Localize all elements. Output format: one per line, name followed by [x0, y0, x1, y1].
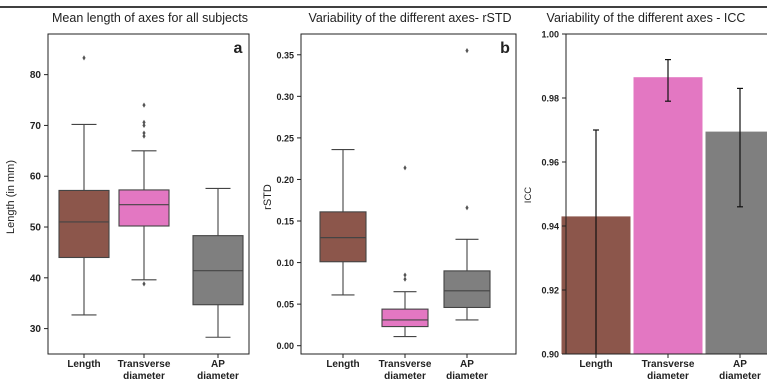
panel-c-title: Variability of the different axes - ICC	[547, 11, 746, 25]
panel-b-y-tick-label-2: 0.10	[276, 258, 294, 268]
panel-a-marks	[58, 55, 244, 338]
panel-a-y-axis-label: Length (in mm)	[5, 160, 17, 234]
panel-b-x-tick-label-line-1-0: Transverse	[379, 359, 432, 370]
panel-b-y-tick-label-6: 0.30	[276, 92, 294, 102]
panel-c-marks	[561, 58, 767, 354]
panel-a-outlier-transverse-4	[142, 119, 146, 125]
panel-c-x-tick-label-line-1-0: Transverse	[642, 359, 695, 370]
panel-a-box-transverse	[118, 189, 170, 227]
panel-c-x-tick-label-length: Length	[579, 359, 612, 370]
panel-b-x-tick-label-transverse: Transverse diameter	[379, 359, 432, 380]
panel-a-x-tick-label-line-0-0: Length	[67, 359, 100, 370]
panel-c-y-tick-label-3: 0.96	[541, 158, 559, 168]
panel-b: Variability of the different axes- rSTD …	[262, 11, 517, 380]
panel-b-y-tick-label-3: 0.15	[276, 217, 294, 227]
panel-a-y-tick-label-3: 60	[30, 172, 42, 183]
panel-c-y-tick-label-1: 0.92	[541, 286, 559, 296]
panel-c: Variability of the different axes - ICC …	[523, 11, 767, 380]
panel-b-outlier-transverse-2	[403, 165, 407, 171]
panel-b-marks	[319, 48, 491, 338]
panel-b-x-tick-label-line-1-1: diameter	[384, 371, 426, 380]
panel-a-box-length	[58, 189, 110, 259]
panel-b-y-tick-label-5: 0.25	[276, 133, 294, 143]
panel-a-y-tick-label-0: 30	[30, 324, 42, 335]
panel-b-outlier-ap-0	[465, 205, 469, 211]
panel-c-x-tick-label-line-0-0: Length	[579, 359, 612, 370]
panel-b-box-transverse	[381, 308, 429, 328]
panel-c-x-tick-label-ap: AP diameter	[719, 359, 761, 380]
panel-a-y-tick-label-2: 50	[30, 223, 42, 234]
panel-b-box-ap	[443, 270, 491, 309]
panel-b-x-tick-label-line-2-0: AP	[460, 359, 474, 370]
panel-a-outlier-transverse-0	[142, 281, 146, 287]
panel-c-y-tick-label-0: 0.90	[541, 350, 559, 360]
panel-a-x-tick-label-ap: AP diameter	[197, 359, 239, 380]
panel-b-y-tick-label-7: 0.35	[276, 50, 294, 60]
panel-a-y-tick-label-5: 80	[30, 70, 42, 81]
panel-a-x-tick-label-length: Length	[67, 359, 100, 370]
panel-a-axes-frame	[47, 33, 250, 355]
panel-b-y-tick-label-1: 0.05	[276, 300, 294, 310]
panel-c-bar-ap	[705, 131, 767, 354]
panel-a-x-tick-label-line-2-0: AP	[211, 359, 225, 370]
panel-c-x-tick-label-line-1-1: diameter	[647, 371, 689, 380]
panel-b-outlier-transverse-0	[403, 276, 407, 282]
panel-c-bar-transverse	[633, 77, 703, 354]
panel-a-outlier-length-0	[82, 55, 86, 61]
panel-a-outlier-transverse-3	[142, 122, 146, 129]
panel-c-axes-frame	[565, 33, 767, 355]
panel-a-letter: a	[234, 40, 243, 57]
panel-b-y-tick-label-4: 0.20	[276, 175, 294, 185]
panel-b-outlier-transverse-1	[403, 272, 407, 278]
panel-c-x-tick-label-line-2-1: diameter	[719, 371, 761, 380]
panel-b-outlier-ap-1	[465, 48, 469, 54]
panel-b-box-length	[319, 211, 367, 263]
panel-c-y-tick-label-4: 0.98	[541, 94, 559, 104]
panel-c-x-tick-label-transverse: Transverse diameter	[642, 359, 695, 380]
panel-b-x-tick-label-length: Length	[326, 359, 359, 370]
panel-a-x-tick-label-transverse: Transverse diameter	[118, 359, 171, 380]
panel-b-y-axis-label: rSTD	[262, 184, 274, 210]
panel-a-y-tick-label-4: 70	[30, 121, 42, 132]
panel-a-x-tick-label-line-1-0: Transverse	[118, 359, 171, 370]
panel-c-y-tick-label-2: 0.94	[541, 222, 559, 232]
panel-a-x-tick-label-line-2-1: diameter	[197, 371, 239, 380]
panel-a-outlier-transverse-5	[142, 102, 146, 108]
panel-b-x-tick-label-line-2-1: diameter	[446, 371, 488, 380]
panel-b-letter: b	[500, 40, 510, 57]
panel-b-title: Variability of the different axes- rSTD	[308, 11, 511, 25]
panel-b-x-tick-label-line-0-0: Length	[326, 359, 359, 370]
panel-c-y-tick-label-5: 1.00	[541, 30, 559, 40]
panel-a-outlier-transverse-1	[142, 133, 146, 139]
panel-b-x-tick-label-ap: AP diameter	[446, 359, 488, 380]
panel-b-axes-frame	[300, 33, 517, 355]
panel-c-y-axis-label: ICC	[523, 187, 534, 204]
panel-a-title: Mean length of axes for all subjects	[52, 11, 248, 25]
panel-a-outlier-transverse-2	[142, 130, 146, 136]
panel-c-x-tick-label-line-2-0: AP	[733, 359, 747, 370]
panel-b-y-tick-label-0: 0.00	[276, 341, 294, 351]
panel-a-y-tick-label-1: 40	[30, 273, 42, 284]
panel-a: Mean length of axes for all subjects Len…	[5, 11, 250, 380]
panel-a-x-tick-label-line-1-1: diameter	[123, 371, 165, 380]
